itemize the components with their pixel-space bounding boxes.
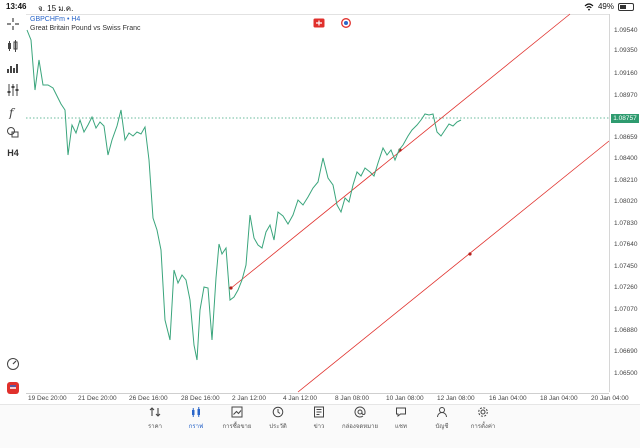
price-tick: 1.06690	[614, 348, 638, 355]
price-tick: 1.07640	[614, 241, 638, 248]
tab-label: การตั้งค่า	[470, 424, 496, 430]
tab-label: ราคา	[148, 424, 162, 430]
tab-label: ข่าว	[313, 424, 325, 430]
price-tick: 1.09350	[614, 47, 638, 54]
price-tick: 1.08020	[614, 198, 638, 205]
news-icon	[314, 406, 324, 418]
tab-label: การซื้อขาย	[222, 424, 252, 430]
tab-label: กราฟ	[188, 424, 204, 430]
time-tick: 21 Dec 20:00	[78, 395, 117, 402]
time-tick: 8 Jan 08:00	[335, 395, 369, 402]
indicators-icon[interactable]: f	[5, 104, 21, 120]
trade-chart-icon	[231, 406, 243, 418]
tab-label: บัญชี	[435, 424, 449, 430]
price-tick: 1.07070	[614, 306, 638, 313]
time-tick: 12 Jan 08:00	[437, 395, 475, 402]
time-tick: 19 Dec 20:00	[28, 395, 67, 402]
battery-percent: 49%	[597, 2, 614, 11]
price-tick: 1.08400	[614, 155, 638, 162]
mailbox-at-icon	[354, 406, 366, 418]
chart-icon	[192, 407, 200, 417]
price-axis	[609, 14, 640, 392]
tab-chart[interactable]: กราฟ	[176, 406, 216, 434]
quotes-icon	[149, 407, 161, 417]
status-indicators: 49%	[584, 2, 634, 11]
wifi-icon	[584, 2, 594, 10]
account-icon	[437, 407, 447, 418]
speedometer-icon[interactable]	[5, 356, 21, 372]
settings-sliders-icon[interactable]	[5, 82, 21, 98]
battery-icon	[618, 2, 634, 11]
crosshair-icon[interactable]	[5, 16, 21, 32]
status-bar: 13:46 จ. 15 ม.ค. 49%	[0, 0, 640, 14]
price-tick: 1.07450	[614, 263, 638, 270]
time-tick: 16 Jan 04:00	[489, 395, 527, 402]
time-tick: 4 Jan 12:00	[283, 395, 317, 402]
tab-settings[interactable]: การตั้งค่า	[463, 406, 503, 434]
gear-icon	[478, 407, 488, 417]
timeframe-button[interactable]: H4	[5, 145, 21, 161]
tab-chat[interactable]: แชท	[381, 406, 421, 434]
price-tick: 1.06500	[614, 370, 638, 377]
bottom-tab-bar	[0, 404, 640, 448]
timeframe-label: H4	[7, 148, 19, 158]
price-tick: 1.09160	[614, 70, 638, 77]
price-tick: 1.08210	[614, 177, 638, 184]
price-tick: 1.08659	[614, 134, 638, 141]
left-toolbar: f H4	[0, 14, 26, 404]
chat-icon	[396, 407, 406, 418]
time-tick: 10 Jan 08:00	[386, 395, 424, 402]
symbol-description: Great Britain Pound vs Swiss Franc	[30, 25, 141, 32]
volumes-icon[interactable]	[5, 60, 21, 76]
price-tick: 1.08970	[614, 92, 638, 99]
time-tick: 20 Jan 04:00	[591, 395, 629, 402]
chart-area[interactable]	[26, 14, 609, 394]
tab-trade[interactable]: การซื้อขาย	[217, 406, 257, 434]
time-tick: 26 Dec 16:00	[129, 395, 168, 402]
time-tick: 18 Jan 04:00	[540, 395, 578, 402]
time-tick: 2 Jan 12:00	[232, 395, 266, 402]
tab-label: ประวัติ	[269, 424, 287, 430]
chart-title: GBPCHFm • H4 Great Britain Pound vs Swis…	[30, 15, 141, 33]
objects-icon[interactable]	[5, 124, 21, 140]
current-price-tag: 1.08757	[611, 114, 639, 123]
price-tick: 1.07260	[614, 284, 638, 291]
tab-label: แชท	[395, 424, 407, 430]
status-date: จ. 15 ม.ค.	[38, 4, 74, 13]
tab-account[interactable]: บัญชี	[422, 406, 462, 434]
price-tick: 1.09540	[614, 27, 638, 34]
tab-news[interactable]: ข่าว	[299, 406, 339, 434]
time-tick: 28 Dec 16:00	[181, 395, 220, 402]
svg-text:f: f	[8, 106, 16, 119]
symbol-label: GBPCHFm • H4	[30, 16, 81, 23]
tab-label: กล่องจดหมาย	[341, 424, 379, 430]
history-icon	[272, 406, 284, 418]
chart-type-candles-icon[interactable]	[5, 38, 21, 54]
tab-history[interactable]: ประวัติ	[258, 406, 298, 434]
tab-mailbox[interactable]: กล่องจดหมาย	[340, 406, 380, 434]
status-time: 13:46	[6, 2, 27, 11]
tab-quotes[interactable]: ราคา	[135, 406, 175, 434]
price-tick: 1.06880	[614, 327, 638, 334]
price-tick: 1.07830	[614, 220, 638, 227]
app-logo-icon	[5, 380, 21, 396]
